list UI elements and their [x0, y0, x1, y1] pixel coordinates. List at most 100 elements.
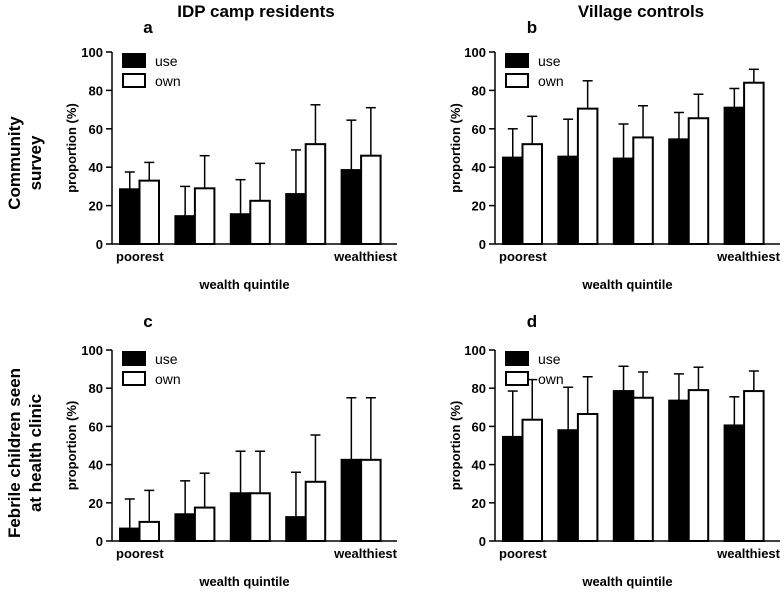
y-tick-label: 0	[479, 237, 486, 252]
y-axis-label: proportion (%)	[448, 401, 463, 491]
panel-b: b 0 20 40 60 80 100 proportion (%) wealth quinti…	[448, 18, 781, 292]
bar-own	[743, 390, 765, 542]
y-tick-label: 100	[81, 343, 103, 358]
bar-own	[576, 412, 599, 542]
bar-use	[340, 169, 363, 245]
panel-letter: c	[143, 312, 152, 331]
bar-own	[687, 389, 710, 542]
y-tick-label: 60	[472, 419, 486, 434]
bar-use	[229, 492, 252, 542]
y-tick-label: 20	[472, 199, 486, 214]
y-tick-label: 100	[81, 45, 103, 60]
y-tick-label: 0	[479, 534, 486, 549]
column-title-village: Village controls	[578, 2, 704, 21]
y-axis-label: proportion (%)	[64, 103, 79, 193]
y-tick-label: 0	[96, 534, 103, 549]
row-title-line: Community	[5, 116, 24, 210]
y-tick-label: 60	[472, 122, 486, 137]
x-axis-label: wealth quintile	[198, 277, 289, 292]
legend-label-use: use	[155, 351, 178, 367]
bar-use	[119, 188, 141, 245]
x-tick-label: poorest	[116, 546, 164, 561]
bar-own	[304, 143, 327, 245]
bar-use	[285, 193, 307, 245]
panel-letter: d	[527, 312, 537, 331]
x-tick-label: poorest	[116, 249, 164, 264]
y-tick-label: 60	[89, 419, 103, 434]
x-axis-label: wealth quintile	[198, 574, 289, 589]
x-axis-label: wealth quintile	[581, 574, 672, 589]
bar-use	[340, 458, 363, 543]
legend-swatch-use	[122, 351, 146, 366]
x-tick-label: wealthiest	[716, 249, 781, 264]
bar-own	[632, 136, 654, 245]
y-tick-label: 80	[472, 83, 486, 98]
y-tick-label: 100	[464, 343, 486, 358]
bar-use	[557, 155, 579, 245]
x-tick-label: poorest	[499, 249, 547, 264]
legend-label-own: own	[538, 73, 564, 89]
panel-a: a 0 20 40 60 80 100 proportion (%) wealth quinti…	[64, 18, 398, 292]
bar-use	[502, 435, 524, 542]
x-tick-label: wealthiest	[716, 546, 781, 561]
bar-use	[668, 138, 690, 245]
legend-swatch-own	[505, 371, 529, 386]
y-tick-label: 20	[89, 496, 103, 511]
bar-use	[668, 399, 690, 542]
bar-use	[723, 424, 746, 543]
legend-label-use: use	[155, 53, 178, 69]
y-tick-label: 20	[472, 496, 486, 511]
bar-own	[138, 520, 160, 543]
legend-swatch-own	[505, 73, 529, 88]
bar-use	[612, 390, 635, 542]
bar-own	[249, 492, 271, 542]
bar-use	[229, 213, 252, 246]
bar-use	[119, 527, 141, 543]
row-title-line: survey	[26, 135, 45, 190]
bar-use	[502, 156, 524, 246]
y-tick-label: 80	[472, 381, 486, 396]
x-tick-label: wealthiest	[333, 546, 398, 561]
bar-own	[632, 396, 654, 542]
bar-own	[193, 187, 216, 246]
legend-swatch-use	[122, 53, 146, 68]
y-tick-label: 100	[464, 45, 486, 60]
row-title-line: at health clinic	[26, 394, 45, 512]
y-axis-label: proportion (%)	[64, 401, 79, 491]
y-tick-label: 60	[89, 122, 103, 137]
panel-letter: a	[143, 18, 153, 37]
y-tick-label: 80	[89, 83, 103, 98]
bar-use	[285, 516, 307, 542]
legend-label-use: use	[538, 53, 561, 69]
bar-own	[576, 107, 599, 245]
bar-own	[249, 199, 271, 246]
row-title-febrile-children: Febrile children seen at health clinic	[5, 368, 45, 538]
y-tick-label: 40	[472, 160, 486, 175]
bar-own	[743, 81, 765, 245]
row-title-community-survey: Community survey	[5, 116, 45, 210]
x-axis-label: wealth quintile	[581, 277, 672, 292]
legend-swatch-own	[122, 371, 146, 386]
bar-use	[612, 157, 635, 245]
legend-swatch-use	[505, 53, 529, 68]
x-tick-label: poorest	[499, 546, 547, 561]
bar-own	[521, 418, 543, 542]
column-title-idp: IDP camp residents	[177, 2, 334, 21]
legend-swatch-own	[122, 73, 146, 88]
bar-use	[174, 513, 196, 543]
bar-use	[174, 215, 196, 246]
x-tick-label: wealthiest	[333, 249, 398, 264]
panel-d: d 0 20 40 60 80 100 proportion (%) wealth quinti…	[448, 312, 781, 589]
bar-own	[304, 480, 327, 543]
legend-label-use: use	[538, 351, 561, 367]
bar-use	[557, 429, 579, 542]
bar-own	[360, 458, 382, 543]
panels: a 0 20 40 60 80 100 proportion (%) wealth quinti…	[64, 18, 781, 589]
bar-own	[138, 179, 160, 245]
y-tick-label: 80	[89, 381, 103, 396]
y-tick-label: 40	[89, 458, 103, 473]
bar-own	[687, 117, 710, 245]
y-tick-label: 20	[89, 199, 103, 214]
y-tick-label: 0	[96, 237, 103, 252]
